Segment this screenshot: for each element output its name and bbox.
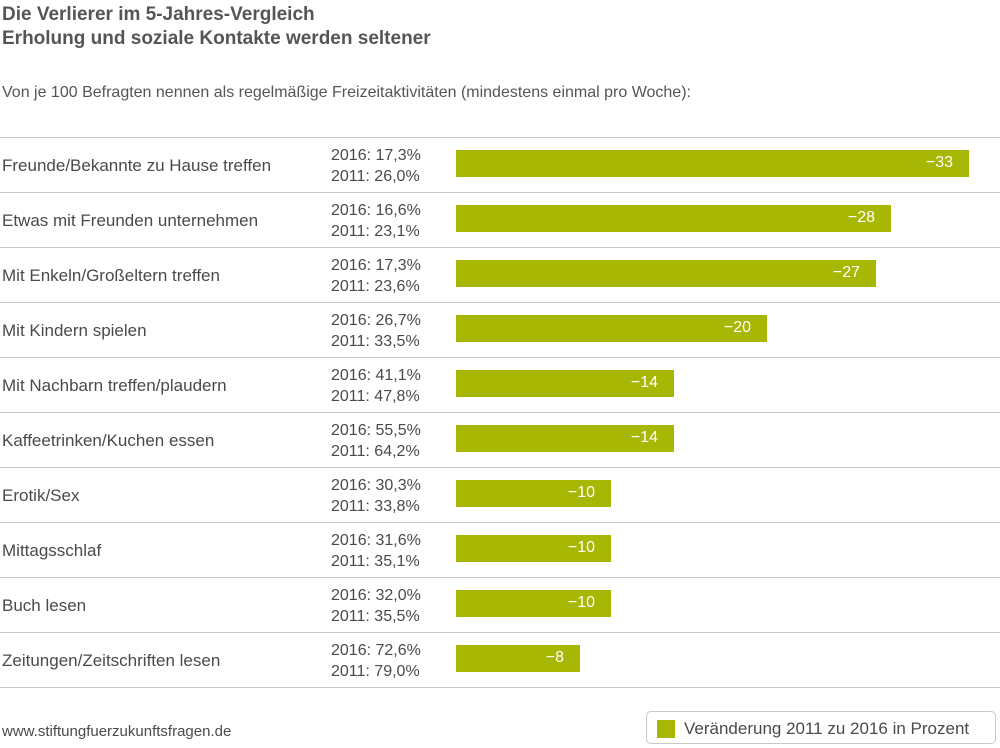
category-label: Kaffeetrinken/Kuchen essen	[2, 431, 215, 450]
bar-value-label: −33	[925, 154, 953, 171]
chart-row: Freunde/Bekannte zu Hause treffen 2016: 1…	[0, 138, 1000, 193]
value-2016: 2016: 30,3%	[331, 477, 421, 494]
chart-title-line-2: Erholung und soziale Kontakte werden sel…	[2, 28, 431, 49]
value-2016: 2016: 17,3%	[331, 257, 421, 274]
bar-value-label: −20	[723, 319, 751, 336]
bar: −14	[456, 370, 674, 397]
value-2016: 2016: 32,0%	[331, 587, 421, 604]
bar-value-label: −14	[630, 429, 658, 446]
value-2016: 2016: 26,7%	[331, 312, 421, 329]
chart-row: Mit Nachbarn treffen/plaudern 2016: 41,1%…	[0, 358, 1000, 413]
row-divider	[0, 577, 1000, 578]
legend: Veränderung 2011 zu 2016 in Prozent	[646, 711, 996, 744]
bar: −8	[456, 645, 580, 672]
bar: −14	[456, 425, 674, 452]
value-2011: 2011: 23,6%	[331, 278, 420, 295]
chart-subtitle: Von je 100 Befragten nennen als regelmäß…	[2, 84, 691, 101]
chart-row: Mit Kindern spielen 2016: 26,7% 2011: 33,5…	[0, 303, 1000, 358]
category-label: Mit Nachbarn treffen/plaudern	[2, 376, 227, 395]
bar: −10	[456, 535, 611, 562]
row-divider	[0, 357, 1000, 358]
bar-value-label: −10	[567, 484, 595, 501]
chart-row: Kaffeetrinken/Kuchen essen 2016: 55,5% 201…	[0, 413, 1000, 468]
value-2011: 2011: 64,2%	[331, 443, 420, 460]
chart-row: Zeitungen/Zeitschriften lesen 2016: 72,6%…	[0, 633, 1000, 688]
row-divider	[0, 247, 1000, 248]
value-2016: 2016: 41,1%	[331, 367, 421, 384]
bar: −10	[456, 480, 611, 507]
bar-value-label: −27	[832, 264, 860, 281]
value-2011: 2011: 33,8%	[331, 498, 420, 515]
value-2011: 2011: 47,8%	[331, 388, 420, 405]
source-link[interactable]: www.stiftungfuerzukunftsfragen.de	[2, 723, 232, 740]
bar: −27	[456, 260, 876, 287]
row-divider	[0, 522, 1000, 523]
row-divider	[0, 412, 1000, 413]
bar-value-label: −14	[630, 374, 658, 391]
value-2011: 2011: 33,5%	[331, 333, 420, 350]
bar-value-label: −10	[567, 539, 595, 556]
value-2016: 2016: 31,6%	[331, 532, 421, 549]
legend-swatch	[657, 720, 675, 738]
value-2011: 2011: 35,5%	[331, 608, 420, 625]
category-label: Buch lesen	[2, 596, 87, 615]
row-divider	[0, 467, 1000, 468]
value-2016: 2016: 72,6%	[331, 642, 421, 659]
chart-row: Etwas mit Freunden unternehmen 2016: 16,6…	[0, 193, 1000, 248]
value-2016: 2016: 55,5%	[331, 422, 421, 439]
value-2011: 2011: 23,1%	[331, 223, 420, 240]
row-divider	[0, 192, 1000, 193]
category-label: Mittagsschlaf	[2, 541, 102, 560]
chart-row: Mittagsschlaf 2016: 31,6% 2011: 35,1% −10	[0, 523, 1000, 578]
value-2011: 2011: 79,0%	[331, 663, 420, 680]
chart-row: Buch lesen 2016: 32,0% 2011: 35,5% −10	[0, 578, 1000, 633]
category-label: Freunde/Bekannte zu Hause treffen	[2, 156, 272, 175]
row-divider	[0, 302, 1000, 303]
bar: −20	[456, 315, 767, 342]
chart-title: Die Verlierer im 5-Jahres-Vergleich	[2, 4, 315, 25]
bar-value-label: −8	[545, 649, 564, 666]
bar-value-label: −28	[847, 209, 875, 226]
row-divider	[0, 687, 1000, 688]
category-label: Mit Enkeln/Großeltern treffen	[2, 266, 220, 285]
bar-value-label: −10	[567, 594, 595, 611]
top-divider	[0, 137, 1000, 138]
legend-label: Veränderung 2011 zu 2016 in Prozent	[684, 719, 970, 738]
category-label: Mit Kindern spielen	[2, 321, 147, 340]
category-label: Etwas mit Freunden unternehmen	[2, 211, 259, 230]
category-label: Zeitungen/Zeitschriften lesen	[2, 651, 221, 670]
value-2011: 2011: 35,1%	[331, 553, 420, 570]
value-2016: 2016: 17,3%	[331, 147, 421, 164]
value-2011: 2011: 26,0%	[331, 168, 420, 185]
bar-chart: Freunde/Bekannte zu Hause treffen 2016: 1…	[0, 138, 1000, 688]
row-divider	[0, 632, 1000, 633]
bar: −28	[456, 205, 891, 232]
bar: −10	[456, 590, 611, 617]
chart-row: Mit Enkeln/Großeltern treffen 2016: 17,3%…	[0, 248, 1000, 303]
value-2016: 2016: 16,6%	[331, 202, 421, 219]
bar: −33	[456, 150, 969, 177]
category-label: Erotik/Sex	[2, 486, 80, 505]
chart-row: Erotik/Sex 2016: 30,3% 2011: 33,8% −10	[0, 468, 1000, 523]
